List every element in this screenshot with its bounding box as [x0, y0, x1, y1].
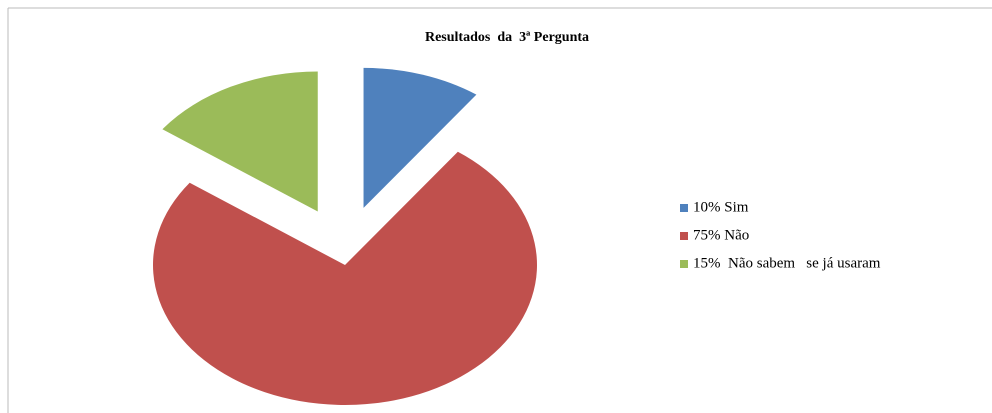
- legend-swatch: [680, 260, 688, 268]
- legend-swatch: [680, 204, 688, 212]
- legend-label: 75% Não: [693, 227, 749, 243]
- legend-swatch: [680, 232, 688, 240]
- legend-label: 15% Não sabem se já usaram: [693, 255, 881, 271]
- chart-title: Resultados da 3ª Pergunta: [425, 30, 589, 45]
- legend-label: 10% Sim: [693, 199, 749, 215]
- pie-slice: [153, 151, 537, 405]
- pie-slice: [162, 71, 318, 212]
- pie-slice: [363, 67, 477, 208]
